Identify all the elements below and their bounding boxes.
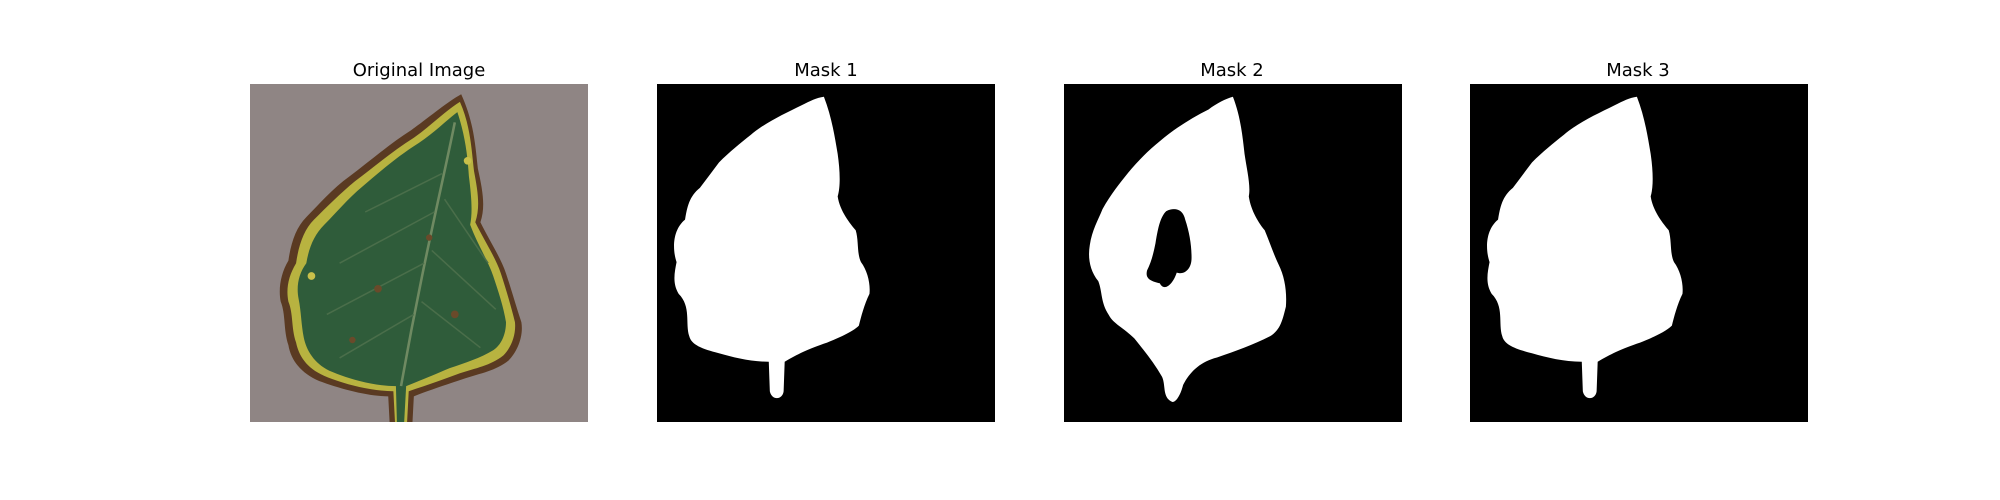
leaf-photo [279,94,522,422]
panel-mask-3: Mask 3 [1470,60,1808,422]
panel-mask-2: Mask 2 [1064,60,1402,422]
panel-title-mask-2: Mask 2 [1200,60,1264,81]
panel-mask-1: Mask 1 [657,60,995,422]
panel-title-mask-3: Mask 3 [1606,60,1670,81]
panel-title-mask-1: Mask 1 [794,60,858,81]
panel-title-original: Original Image [353,60,486,81]
panel-original-image: Original Image [250,60,588,422]
